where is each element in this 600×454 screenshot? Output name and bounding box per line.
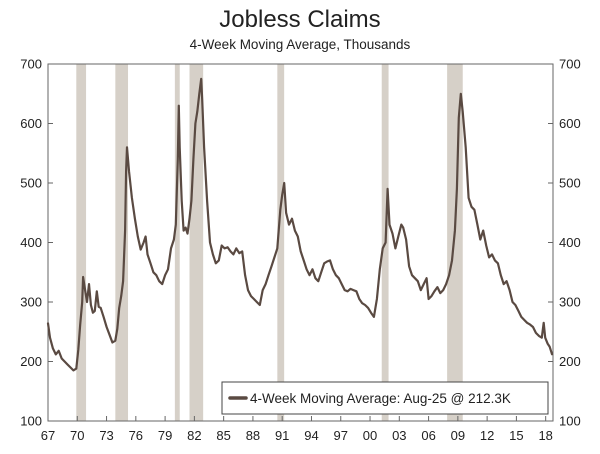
y-tick-label-left: 300 — [20, 295, 42, 310]
y-tick-label-left: 100 — [20, 414, 42, 429]
x-tick-label: 85 — [216, 428, 230, 443]
legend-box — [221, 381, 549, 415]
series-line-4wk-moving-average — [46, 77, 554, 372]
x-tick-label: 79 — [158, 428, 172, 443]
recession-band — [76, 64, 87, 421]
y-tick-label-right: 500 — [559, 176, 581, 191]
y-tick-label-right: 700 — [559, 57, 581, 72]
y-tick-label-right: 600 — [559, 116, 581, 131]
x-tick-label: 88 — [246, 428, 260, 443]
x-tick-label: 00 — [363, 428, 377, 443]
x-tick-label: 06 — [421, 428, 435, 443]
chart-subtitle: 4-Week Moving Average, Thousands — [189, 37, 411, 52]
y-tick-label-right: 200 — [559, 354, 581, 369]
x-tick-label: 12 — [480, 428, 494, 443]
y-tick-label-right: 100 — [559, 414, 581, 429]
x-tick-label: 97 — [334, 428, 348, 443]
x-tick-label: 82 — [187, 428, 201, 443]
recession-band — [277, 64, 285, 421]
y-tick-label-left: 200 — [20, 354, 42, 369]
x-tick-label: 94 — [304, 428, 318, 443]
x-tick-label: 73 — [99, 428, 113, 443]
y-tick-label-right: 400 — [559, 235, 581, 250]
x-tick-label: 91 — [275, 428, 289, 443]
y-tick-label-left: 400 — [20, 235, 42, 250]
x-tick-label: 76 — [129, 428, 143, 443]
x-tick-label: 70 — [70, 428, 84, 443]
x-tick-label: 09 — [451, 428, 465, 443]
x-tick-label: 18 — [538, 428, 552, 443]
recession-band — [174, 64, 180, 421]
x-tick-label: 03 — [392, 428, 406, 443]
y-tick-label-right: 300 — [559, 295, 581, 310]
recession-band — [447, 64, 463, 421]
x-tick-label: 67 — [41, 428, 55, 443]
y-tick-label-left: 700 — [20, 57, 42, 72]
x-tick-label: 15 — [509, 428, 523, 443]
y-tick-label-left: 600 — [20, 116, 42, 131]
recession-band — [115, 64, 129, 421]
chart-title: Jobless Claims — [219, 6, 381, 33]
y-tick-label-left: 500 — [20, 176, 42, 191]
legend-label: 4-Week Moving Average: Aug-25 @ 212.3K — [250, 391, 511, 406]
